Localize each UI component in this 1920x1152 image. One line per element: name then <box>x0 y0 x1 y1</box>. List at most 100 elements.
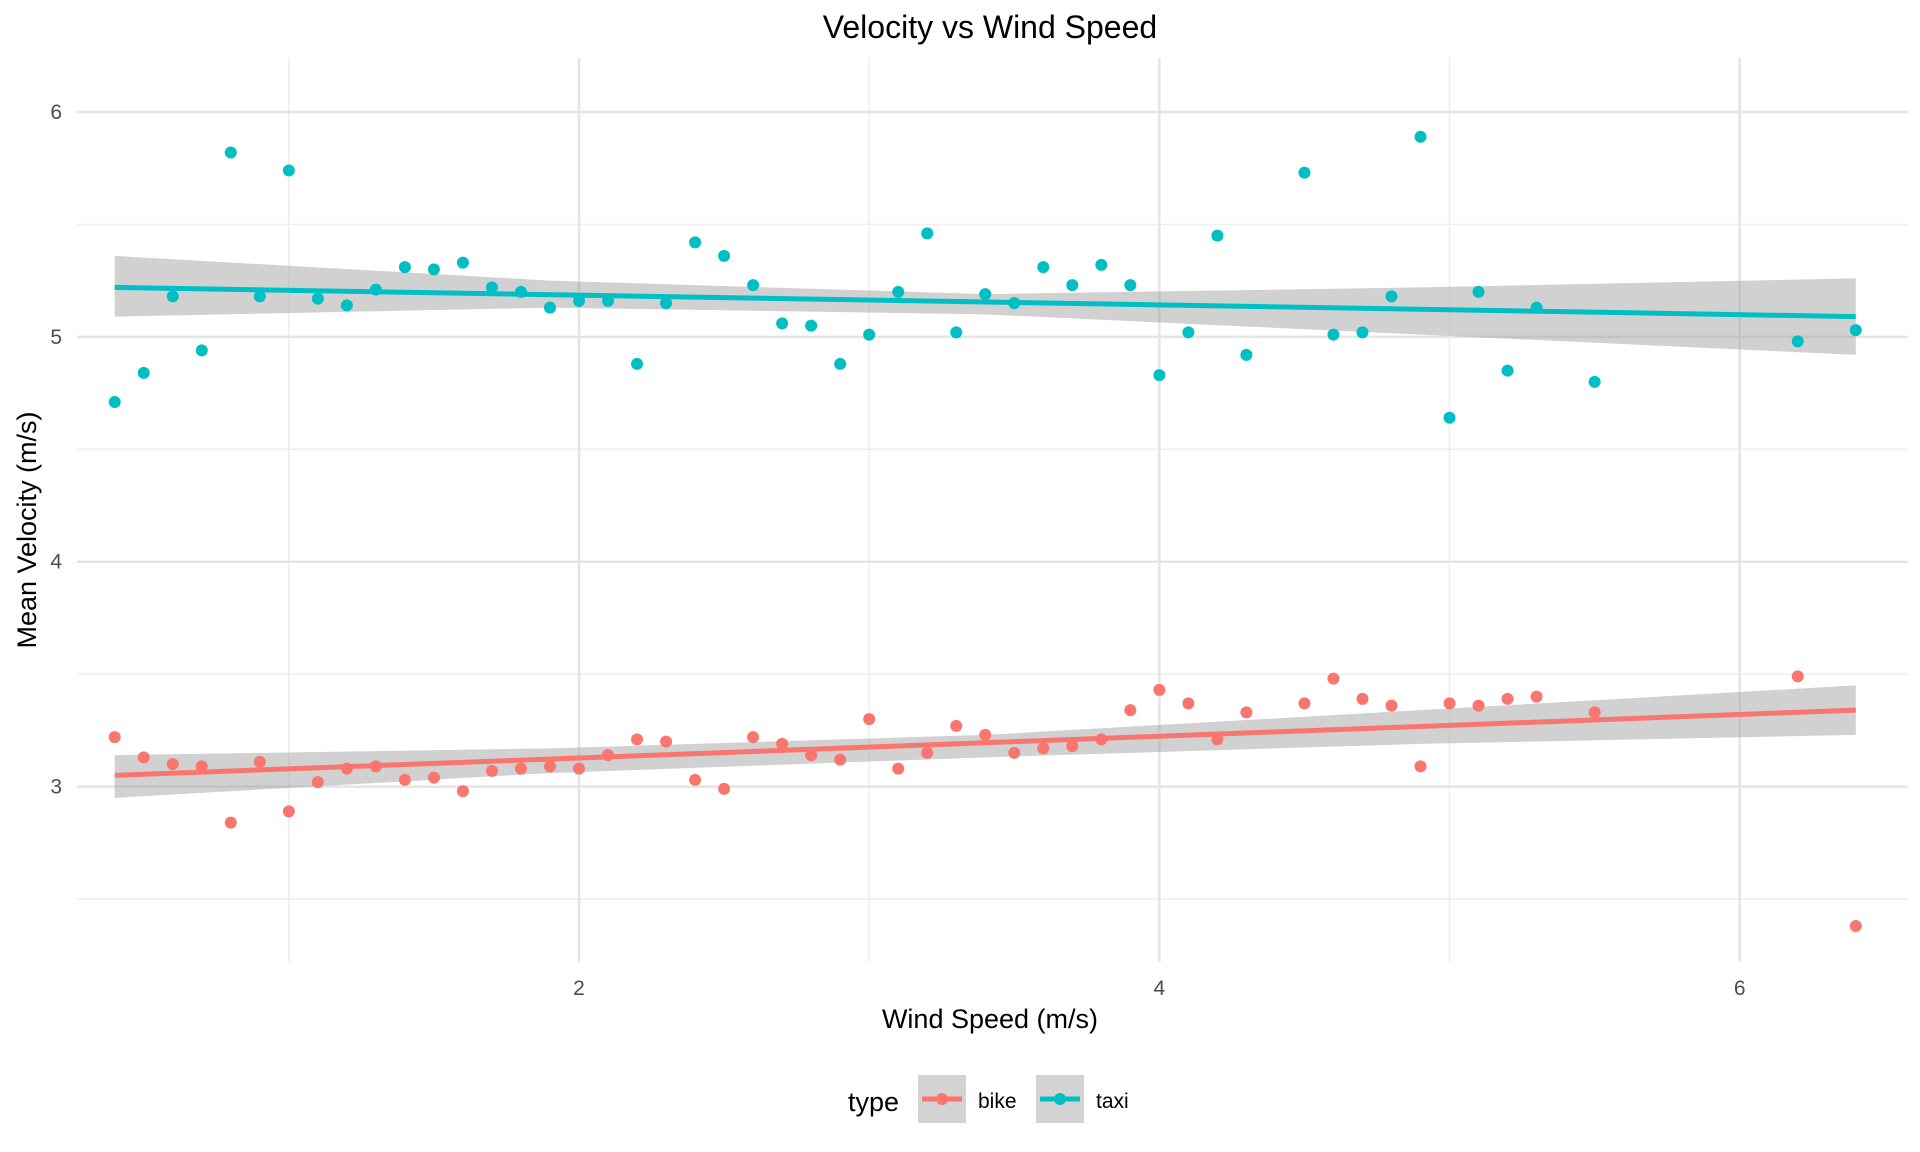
chart-title: Velocity vs Wind Speed <box>823 9 1157 45</box>
bike-point <box>1530 690 1543 703</box>
taxi-point <box>398 261 411 274</box>
taxi-point <box>805 319 818 332</box>
bike-point <box>950 719 963 732</box>
bike-legend-dot <box>936 1093 948 1105</box>
taxi-point <box>1588 375 1601 388</box>
bike-point <box>1385 699 1398 712</box>
bike-point <box>1182 697 1195 710</box>
taxi-trend-line <box>114 284 1856 320</box>
bike-point <box>485 764 498 777</box>
bike-point <box>805 749 818 762</box>
taxi-point <box>1095 258 1108 271</box>
taxi-point <box>1849 324 1862 337</box>
bike-point <box>108 731 121 744</box>
taxi-point <box>892 285 905 298</box>
taxi-point <box>776 317 789 330</box>
bike-point <box>921 746 934 759</box>
taxi-confidence-band <box>114 255 1856 355</box>
taxi-point <box>1327 328 1340 341</box>
bike-point <box>1240 706 1253 719</box>
bike-point <box>573 762 586 775</box>
taxi-point <box>660 297 673 310</box>
taxi-point <box>340 299 353 312</box>
legend: type bike taxi <box>848 1075 1129 1123</box>
bike-point <box>834 753 847 766</box>
bike-point <box>1849 920 1862 933</box>
taxi-point <box>282 164 295 177</box>
taxi-point <box>1791 335 1804 348</box>
taxi-point <box>137 366 150 379</box>
y-tick-label: 6 <box>50 101 62 124</box>
bike-point <box>398 773 411 786</box>
bike-point <box>1501 692 1514 705</box>
bike-point <box>747 731 760 744</box>
grid <box>77 58 1908 962</box>
trend-lines <box>114 284 1856 778</box>
bike-point <box>1008 746 1021 759</box>
x-tick-label: 4 <box>1154 977 1166 1000</box>
bike-point <box>1414 760 1427 773</box>
taxi-point <box>1124 279 1137 292</box>
bike-point <box>456 785 469 798</box>
taxi-point <box>1298 166 1311 179</box>
bike-point <box>137 751 150 764</box>
x-tick-label: 2 <box>573 977 585 1000</box>
legend-title: type <box>848 1087 899 1117</box>
taxi-point <box>253 290 266 303</box>
bike-point <box>1443 697 1456 710</box>
taxi-point <box>1356 326 1369 339</box>
bike-point <box>514 762 527 775</box>
taxi-point <box>834 357 847 370</box>
taxi-point <box>1182 326 1195 339</box>
bike-point <box>166 758 179 771</box>
bike-point <box>1327 672 1340 685</box>
bike-point <box>1791 670 1804 683</box>
taxi-point <box>456 256 469 269</box>
bike-point <box>718 782 731 795</box>
bike-point <box>224 816 237 829</box>
taxi-point <box>1414 130 1427 143</box>
data-points <box>108 130 1862 933</box>
bike-point <box>631 733 644 746</box>
taxi-point <box>1501 364 1514 377</box>
bike-trend-line <box>114 707 1856 778</box>
taxi-point <box>224 146 237 159</box>
bike-point <box>863 713 876 726</box>
bike-point <box>1472 699 1485 712</box>
y-tick-label: 5 <box>50 326 62 349</box>
taxi-point <box>195 344 208 357</box>
bike-point <box>689 773 702 786</box>
bike-point <box>1037 742 1050 755</box>
taxi-point <box>863 328 876 341</box>
taxi-point <box>1153 369 1166 382</box>
taxi-point <box>166 290 179 303</box>
taxi-point <box>573 294 586 307</box>
bike-point <box>427 771 440 784</box>
taxi-point <box>718 249 731 262</box>
taxi-point <box>747 279 760 292</box>
bike-point <box>311 776 324 789</box>
taxi-point <box>631 357 644 370</box>
taxi-point <box>689 236 702 249</box>
taxi-point <box>1037 261 1050 274</box>
taxi-point <box>108 396 121 409</box>
y-tick-label: 3 <box>50 776 62 799</box>
taxi-point <box>1211 229 1224 242</box>
bike-point <box>979 728 992 741</box>
bike-legend-label: bike <box>978 1090 1017 1113</box>
taxi-point <box>311 292 324 305</box>
x-tick-label: 6 <box>1734 977 1746 1000</box>
bike-point <box>195 760 208 773</box>
tick-labels: 3 4 5 6 2 4 6 <box>50 101 1745 1000</box>
bike-point <box>776 737 789 750</box>
bike-point <box>892 762 905 775</box>
bike-point <box>1356 692 1369 705</box>
taxi-point <box>485 281 498 294</box>
y-tick-label: 4 <box>50 551 62 574</box>
bike-point <box>282 805 295 818</box>
taxi-point <box>543 301 556 314</box>
taxi-point <box>1240 348 1253 361</box>
taxi-point <box>1066 279 1079 292</box>
taxi-point <box>950 326 963 339</box>
